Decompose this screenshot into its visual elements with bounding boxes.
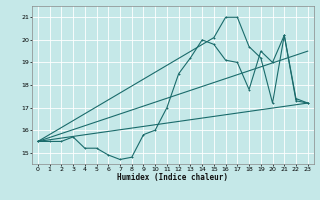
X-axis label: Humidex (Indice chaleur): Humidex (Indice chaleur)	[117, 173, 228, 182]
